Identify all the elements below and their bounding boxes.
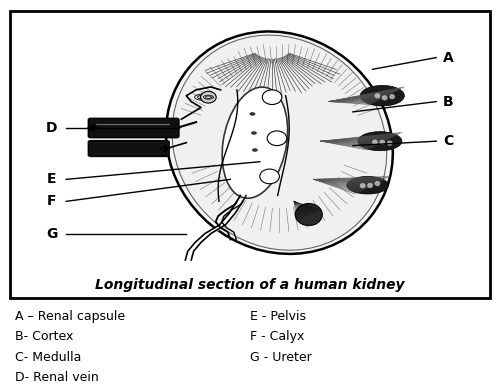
Text: F: F: [47, 194, 56, 208]
Ellipse shape: [252, 148, 258, 152]
Ellipse shape: [222, 87, 288, 198]
Ellipse shape: [172, 35, 386, 250]
Text: G - Ureter: G - Ureter: [250, 350, 312, 364]
Text: G: G: [46, 227, 57, 240]
FancyBboxPatch shape: [88, 119, 179, 138]
Text: Longitudinal section of a human kidney: Longitudinal section of a human kidney: [95, 278, 405, 292]
Ellipse shape: [262, 90, 282, 105]
Ellipse shape: [267, 131, 287, 146]
Text: E - Pelvis: E - Pelvis: [250, 310, 306, 323]
Text: E: E: [47, 172, 56, 186]
Ellipse shape: [251, 131, 257, 135]
Text: A: A: [443, 51, 454, 64]
Ellipse shape: [386, 141, 392, 146]
Ellipse shape: [367, 183, 373, 188]
Text: A – Renal capsule: A – Renal capsule: [15, 310, 125, 323]
Text: C: C: [444, 134, 454, 148]
Ellipse shape: [380, 140, 385, 145]
Ellipse shape: [360, 85, 405, 106]
Ellipse shape: [374, 181, 380, 186]
Ellipse shape: [389, 94, 395, 99]
Ellipse shape: [250, 112, 256, 116]
Text: D- Renal vein: D- Renal vein: [15, 371, 98, 384]
Ellipse shape: [296, 203, 322, 225]
Ellipse shape: [358, 132, 402, 151]
Ellipse shape: [382, 95, 388, 100]
Ellipse shape: [347, 176, 389, 194]
Ellipse shape: [200, 91, 216, 103]
Ellipse shape: [166, 31, 393, 254]
Text: D: D: [46, 121, 58, 135]
Text: C- Medulla: C- Medulla: [15, 350, 81, 364]
Ellipse shape: [260, 169, 280, 184]
Ellipse shape: [360, 183, 366, 188]
Text: B: B: [443, 95, 454, 108]
Ellipse shape: [372, 140, 378, 145]
FancyBboxPatch shape: [88, 141, 169, 156]
Ellipse shape: [374, 93, 380, 98]
Text: B- Cortex: B- Cortex: [15, 330, 73, 343]
FancyBboxPatch shape: [10, 11, 490, 298]
Text: F - Calyx: F - Calyx: [250, 330, 304, 343]
